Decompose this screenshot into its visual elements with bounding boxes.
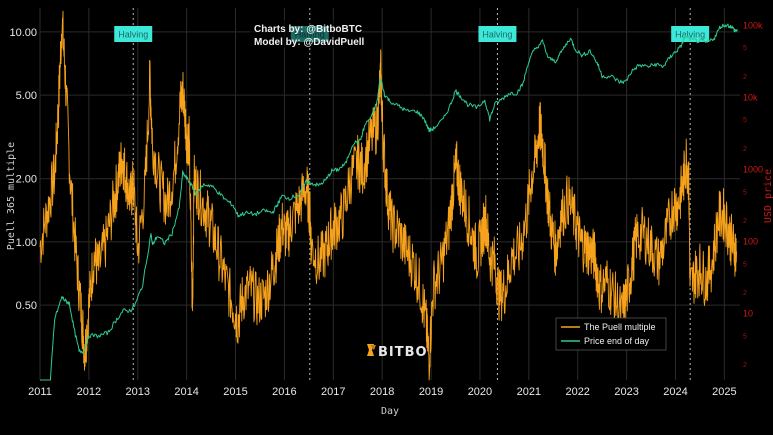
halving-badge <box>114 26 153 42</box>
x-tick-label: 2015 <box>223 386 247 398</box>
y-right-minor-tick-label: 2 <box>743 290 747 297</box>
credits-box: Charts by: @BitboBTC Model by: @DavidPue… <box>250 20 365 48</box>
watermark-text: BITBO <box>378 345 428 360</box>
y-left-tick-label: 2.00 <box>16 174 37 186</box>
series-lines <box>39 10 738 381</box>
series-line-puell <box>39 10 738 381</box>
y-left-tick-label: 5.00 <box>16 90 37 102</box>
halving-label: Halving <box>118 30 148 40</box>
x-tick-label: 2012 <box>77 386 101 398</box>
x-tick-label: 2024 <box>663 386 687 398</box>
y-right-minor-tick-label: 2 <box>743 362 747 369</box>
legend: The Puell multiple Price end of day <box>555 317 667 351</box>
halving-badge <box>671 26 710 42</box>
x-tick-label: 2016 <box>272 386 296 398</box>
halving-label: Halving <box>482 30 512 40</box>
x-tick-label: 2011 <box>28 386 52 398</box>
y-left-tick-label: 0.50 <box>16 300 37 312</box>
right-axis: 2 5 10 2 5 100 2 5 1000 2 5 10k 2 5 100k <box>743 21 763 370</box>
y-right-minor-tick-label: 5 <box>743 261 747 268</box>
x-axis: 2011 2012 2013 2014 2015 2016 2017 2018 2019 2020… <box>28 386 736 398</box>
x-tick-label: 2022 <box>565 386 589 398</box>
y-right-minor-tick-label: 2 <box>743 74 747 81</box>
y-right-minor-tick-label: 2 <box>743 146 747 153</box>
y-right-minor-tick-label: 5 <box>743 189 747 196</box>
left-axis: 0.50 1.00 2.00 5.00 10.00 <box>9 27 37 312</box>
y-left-tick-label: 1.00 <box>16 237 37 249</box>
y-right-minor-tick-label: 2 <box>743 218 747 225</box>
y-right-tick-label: 100 <box>743 237 758 247</box>
legend-label-price: Price end of day <box>584 336 650 346</box>
y-right-minor-tick-label: 5 <box>743 333 747 340</box>
halving-badge <box>478 26 517 42</box>
y-right-tick-label: 1000 <box>743 165 763 175</box>
y-axis-left-title: Puell 365 multiple <box>6 142 17 250</box>
x-tick-label: 2020 <box>468 386 492 398</box>
bitbo-logo-icon <box>367 344 376 356</box>
halving-label: Halving <box>675 30 705 40</box>
credit-charts-by: Charts by: @BitboBTC <box>254 24 362 35</box>
x-tick-label: 2025 <box>712 386 736 398</box>
x-tick-label: 2023 <box>614 386 638 398</box>
x-axis-title: Day <box>381 406 399 417</box>
y-left-tick-label: 10.00 <box>9 27 37 39</box>
y-right-tick-label: 100k <box>743 21 763 31</box>
y-right-tick-label: 10k <box>743 93 758 103</box>
x-tick-label: 2019 <box>419 386 443 398</box>
y-right-minor-tick-label: 5 <box>743 117 747 124</box>
y-right-tick-label: 10 <box>743 309 753 319</box>
y-axis-right-title: USD price <box>763 169 773 223</box>
x-tick-label: 2014 <box>174 386 198 398</box>
x-tick-label: 2013 <box>126 386 150 398</box>
x-tick-label: 2021 <box>517 386 541 398</box>
watermark: BITBO <box>367 344 428 360</box>
legend-label-puell: The Puell multiple <box>584 322 656 332</box>
y-right-minor-tick-label: 5 <box>743 45 747 52</box>
x-tick-label: 2018 <box>370 386 394 398</box>
credit-model-by: Model by: @DavidPuell <box>254 37 365 48</box>
x-tick-label: 2017 <box>321 386 345 398</box>
series-line-price <box>39 23 738 381</box>
